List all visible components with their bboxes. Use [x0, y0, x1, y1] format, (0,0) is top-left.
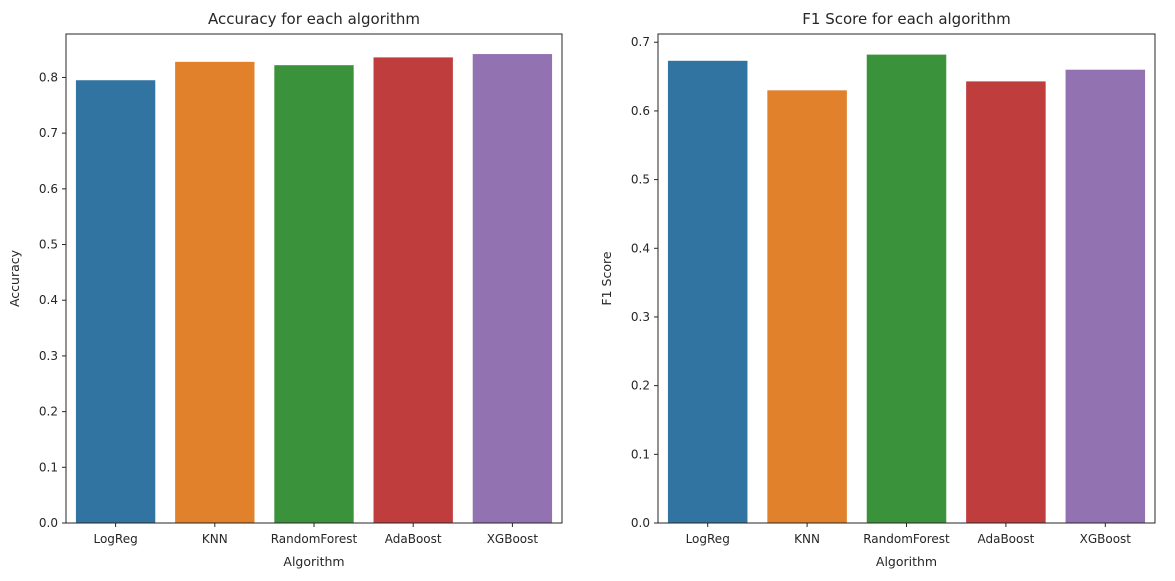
x-tick-label: KNN [794, 532, 820, 546]
bar-knn [175, 61, 255, 523]
x-tick-label: XGBoost [487, 532, 539, 546]
x-tick-label: KNN [202, 532, 228, 546]
x-axis-label: Algorithm [283, 554, 344, 569]
bar-randomforest [274, 65, 354, 523]
x-axis-label: Algorithm [876, 554, 937, 569]
bar-xgboost [472, 54, 553, 524]
y-tick-label: 0.8 [39, 70, 58, 84]
chart-1: 0.0 0.1 0.2 0.3 0.4 0.5 0.6 0.7 0.8 LogReg KNN Rand… [7, 10, 563, 569]
chart-title: F1 Score for each algorithm [802, 10, 1010, 28]
chart-title: Accuracy for each algorithm [208, 10, 420, 28]
y-tick-label: 0.5 [631, 173, 650, 187]
y-tick-label: 0.0 [39, 516, 58, 530]
bar-adaboost [373, 57, 453, 523]
y-tick-label: 0.3 [39, 349, 58, 363]
x-tick-label: RandomForest [271, 532, 358, 546]
y-tick-label: 0.2 [631, 379, 650, 393]
bar-knn [767, 90, 847, 523]
y-axis-label: Accuracy [7, 249, 22, 307]
y-tick-label: 0.1 [631, 447, 650, 461]
x-tick-label: LogReg [93, 532, 137, 546]
x-tick-label: LogReg [686, 532, 730, 546]
x-tick-label: XGBoost [1080, 532, 1132, 546]
y-axis-label: F1 Score [599, 251, 614, 305]
y-tick-label: 0.5 [39, 238, 58, 252]
y-tick-label: 0.7 [631, 35, 650, 49]
chart-2: 0.0 0.1 0.2 0.3 0.4 0.5 0.6 0.7 LogReg KNN RandomF… [599, 10, 1156, 569]
x-tick-label: AdaBoost [385, 532, 442, 546]
y-tick-label: 0.3 [631, 310, 650, 324]
y-tick-label: 0.4 [631, 241, 650, 255]
y-tick-label: 0.1 [39, 460, 58, 474]
y-tick-label: 0.6 [631, 104, 650, 118]
bar-adaboost [966, 81, 1046, 523]
bar-xgboost [1065, 69, 1146, 524]
y-tick-label: 0.7 [39, 126, 58, 140]
y-tick-label: 0.0 [631, 516, 650, 530]
bar-randomforest [866, 54, 947, 523]
x-tick-label: AdaBoost [977, 532, 1034, 546]
y-tick-label: 0.2 [39, 405, 58, 419]
bar-logreg [667, 60, 748, 523]
x-tick-label: RandomForest [863, 532, 950, 546]
y-tick-label: 0.4 [39, 293, 58, 307]
bar-logreg [75, 80, 156, 523]
y-tick-label: 0.6 [39, 182, 58, 196]
